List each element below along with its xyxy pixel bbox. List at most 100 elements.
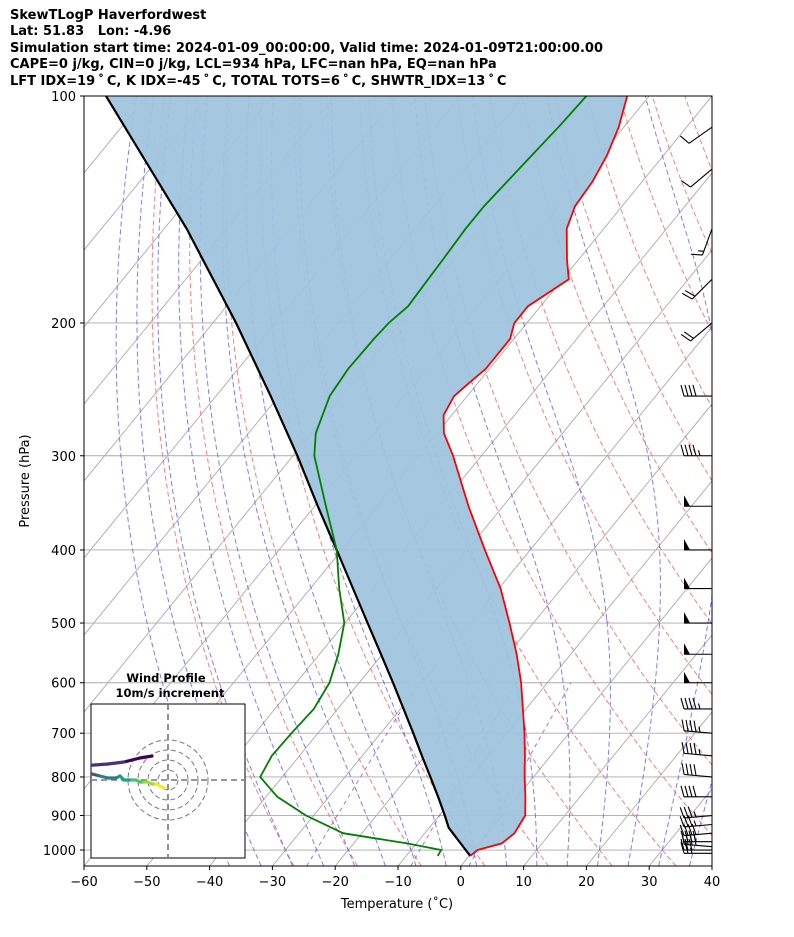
barb-staff: [688, 126, 713, 144]
dewpoint-line: [259, 96, 588, 857]
x-tick-label: 20: [578, 875, 595, 890]
moist-adiabat: [644, 96, 712, 866]
hodograph-inset: Wind Profile 10m/s increment: [90, 671, 246, 859]
x-tick-label: −40: [196, 875, 223, 890]
barb-flag: [692, 697, 697, 710]
barb-flag: [689, 742, 693, 755]
dry-adiabat: [225, 96, 422, 866]
dry-adiabat: [189, 96, 358, 866]
barb-staff: [690, 322, 713, 342]
barb-pennant: [684, 577, 690, 589]
wind-barb: [680, 785, 712, 798]
barb-staff: [690, 168, 713, 188]
dry-adiabat: [151, 96, 295, 866]
mixing-ratio-line: [306, 682, 419, 866]
x-tick-label: −60: [70, 875, 97, 890]
wind-barb: [684, 671, 712, 684]
y-axis-label: Pressure (hPa): [18, 434, 33, 527]
barb-flag: [685, 742, 689, 754]
barb-flag: [688, 785, 693, 797]
plot-area: [84, 96, 794, 866]
barb-staff: [684, 843, 713, 848]
moist-adiabat: [472, 96, 611, 866]
barb-pennant: [684, 495, 690, 507]
y-tick-label: 600: [51, 677, 76, 692]
isotherm-line: [84, 96, 210, 251]
axes: −60 −50 −40 −30 −20 −10 0 10 20 30 40 100 200 300 400 5…: [43, 90, 720, 890]
barb-staff: [691, 278, 713, 300]
barb-flag: [682, 292, 693, 300]
barb-staff: [684, 730, 713, 734]
x-tick-label: −50: [133, 875, 160, 890]
barb-staff: [684, 832, 713, 837]
wind-barbs: [679, 126, 713, 854]
barb-flag: [685, 763, 689, 775]
isotherm-line: [711, 865, 712, 866]
barb-flag: [684, 384, 689, 397]
barb-pennant: [684, 538, 690, 550]
hodograph-segment: [138, 754, 154, 760]
dry-adiabat: [782, 96, 794, 866]
barb-flag: [680, 785, 685, 797]
dry-adiabat: [651, 96, 712, 255]
barb-flag: [683, 331, 694, 339]
y-tick-label: 400: [51, 544, 76, 559]
barb-flag: [681, 719, 685, 731]
temperature-line: [442, 96, 629, 857]
barb-flag: [688, 697, 693, 710]
wind-barb: [682, 278, 713, 300]
wind-barb: [680, 168, 713, 188]
barb-flag: [679, 135, 690, 144]
barb-half-flag: [697, 703, 701, 710]
chart-header: SkewTLogP Haverfordwest Lat: 51.83 Lon: …: [10, 8, 603, 90]
time-line: Simulation start time: 2024-01-09_00:00:…: [10, 40, 603, 56]
wind-barb: [691, 228, 713, 256]
barb-pennant: [684, 612, 690, 624]
y-tick-label: 500: [51, 617, 76, 632]
wind-barb: [684, 612, 712, 624]
barb-flag: [688, 830, 693, 842]
y-tick-label: 800: [51, 771, 76, 786]
x-tick-label: −30: [259, 875, 286, 890]
y-tick-label: 100: [51, 90, 76, 105]
y-tick-label: 700: [51, 727, 76, 742]
y-tick-label: 200: [51, 317, 76, 332]
hodograph-plot: [91, 704, 245, 858]
wind-barb: [679, 806, 713, 819]
barb-half-flag: [693, 820, 697, 827]
barb-flag: [688, 444, 693, 456]
y-tick-label: 300: [51, 450, 76, 465]
wind-barb: [681, 719, 713, 734]
barb-staff: [684, 752, 713, 757]
barb-flag: [684, 830, 689, 842]
hodograph-ring: [137, 749, 199, 811]
x-axis-label: Temperature (˚C): [340, 896, 453, 912]
barb-staff: [684, 823, 713, 828]
barb-flag: [688, 384, 693, 397]
barb-staff: [684, 773, 713, 778]
barb-flag: [692, 785, 697, 797]
isotherm-line: [460, 557, 712, 866]
location-line: Lat: 51.83 Lon: -4.96: [10, 24, 172, 40]
dry-adiabat: [554, 96, 712, 482]
hodograph-subtitle: 10m/s increment: [116, 686, 225, 700]
isotherm-line: [84, 96, 273, 328]
wind-barb: [680, 830, 712, 843]
wind-barb: [680, 444, 712, 457]
barb-flag: [680, 444, 685, 456]
moist-adiabat: [245, 96, 417, 866]
barb-pennant: [684, 643, 690, 655]
barb-flag: [689, 763, 693, 776]
barb-flag: [680, 180, 691, 188]
x-tick-label: 10: [515, 875, 532, 890]
barb-flag: [692, 830, 697, 842]
barb-flag: [693, 764, 697, 776]
isotherm-line: [209, 249, 712, 866]
y-tick-label: 1000: [43, 844, 76, 859]
isotherm-line: [523, 634, 712, 866]
x-tick-label: 40: [704, 875, 721, 890]
x-tick-label: −10: [384, 875, 411, 890]
barb-flag: [684, 444, 689, 456]
moist-adiabat: [157, 96, 293, 866]
hodograph-ring: [157, 769, 179, 791]
